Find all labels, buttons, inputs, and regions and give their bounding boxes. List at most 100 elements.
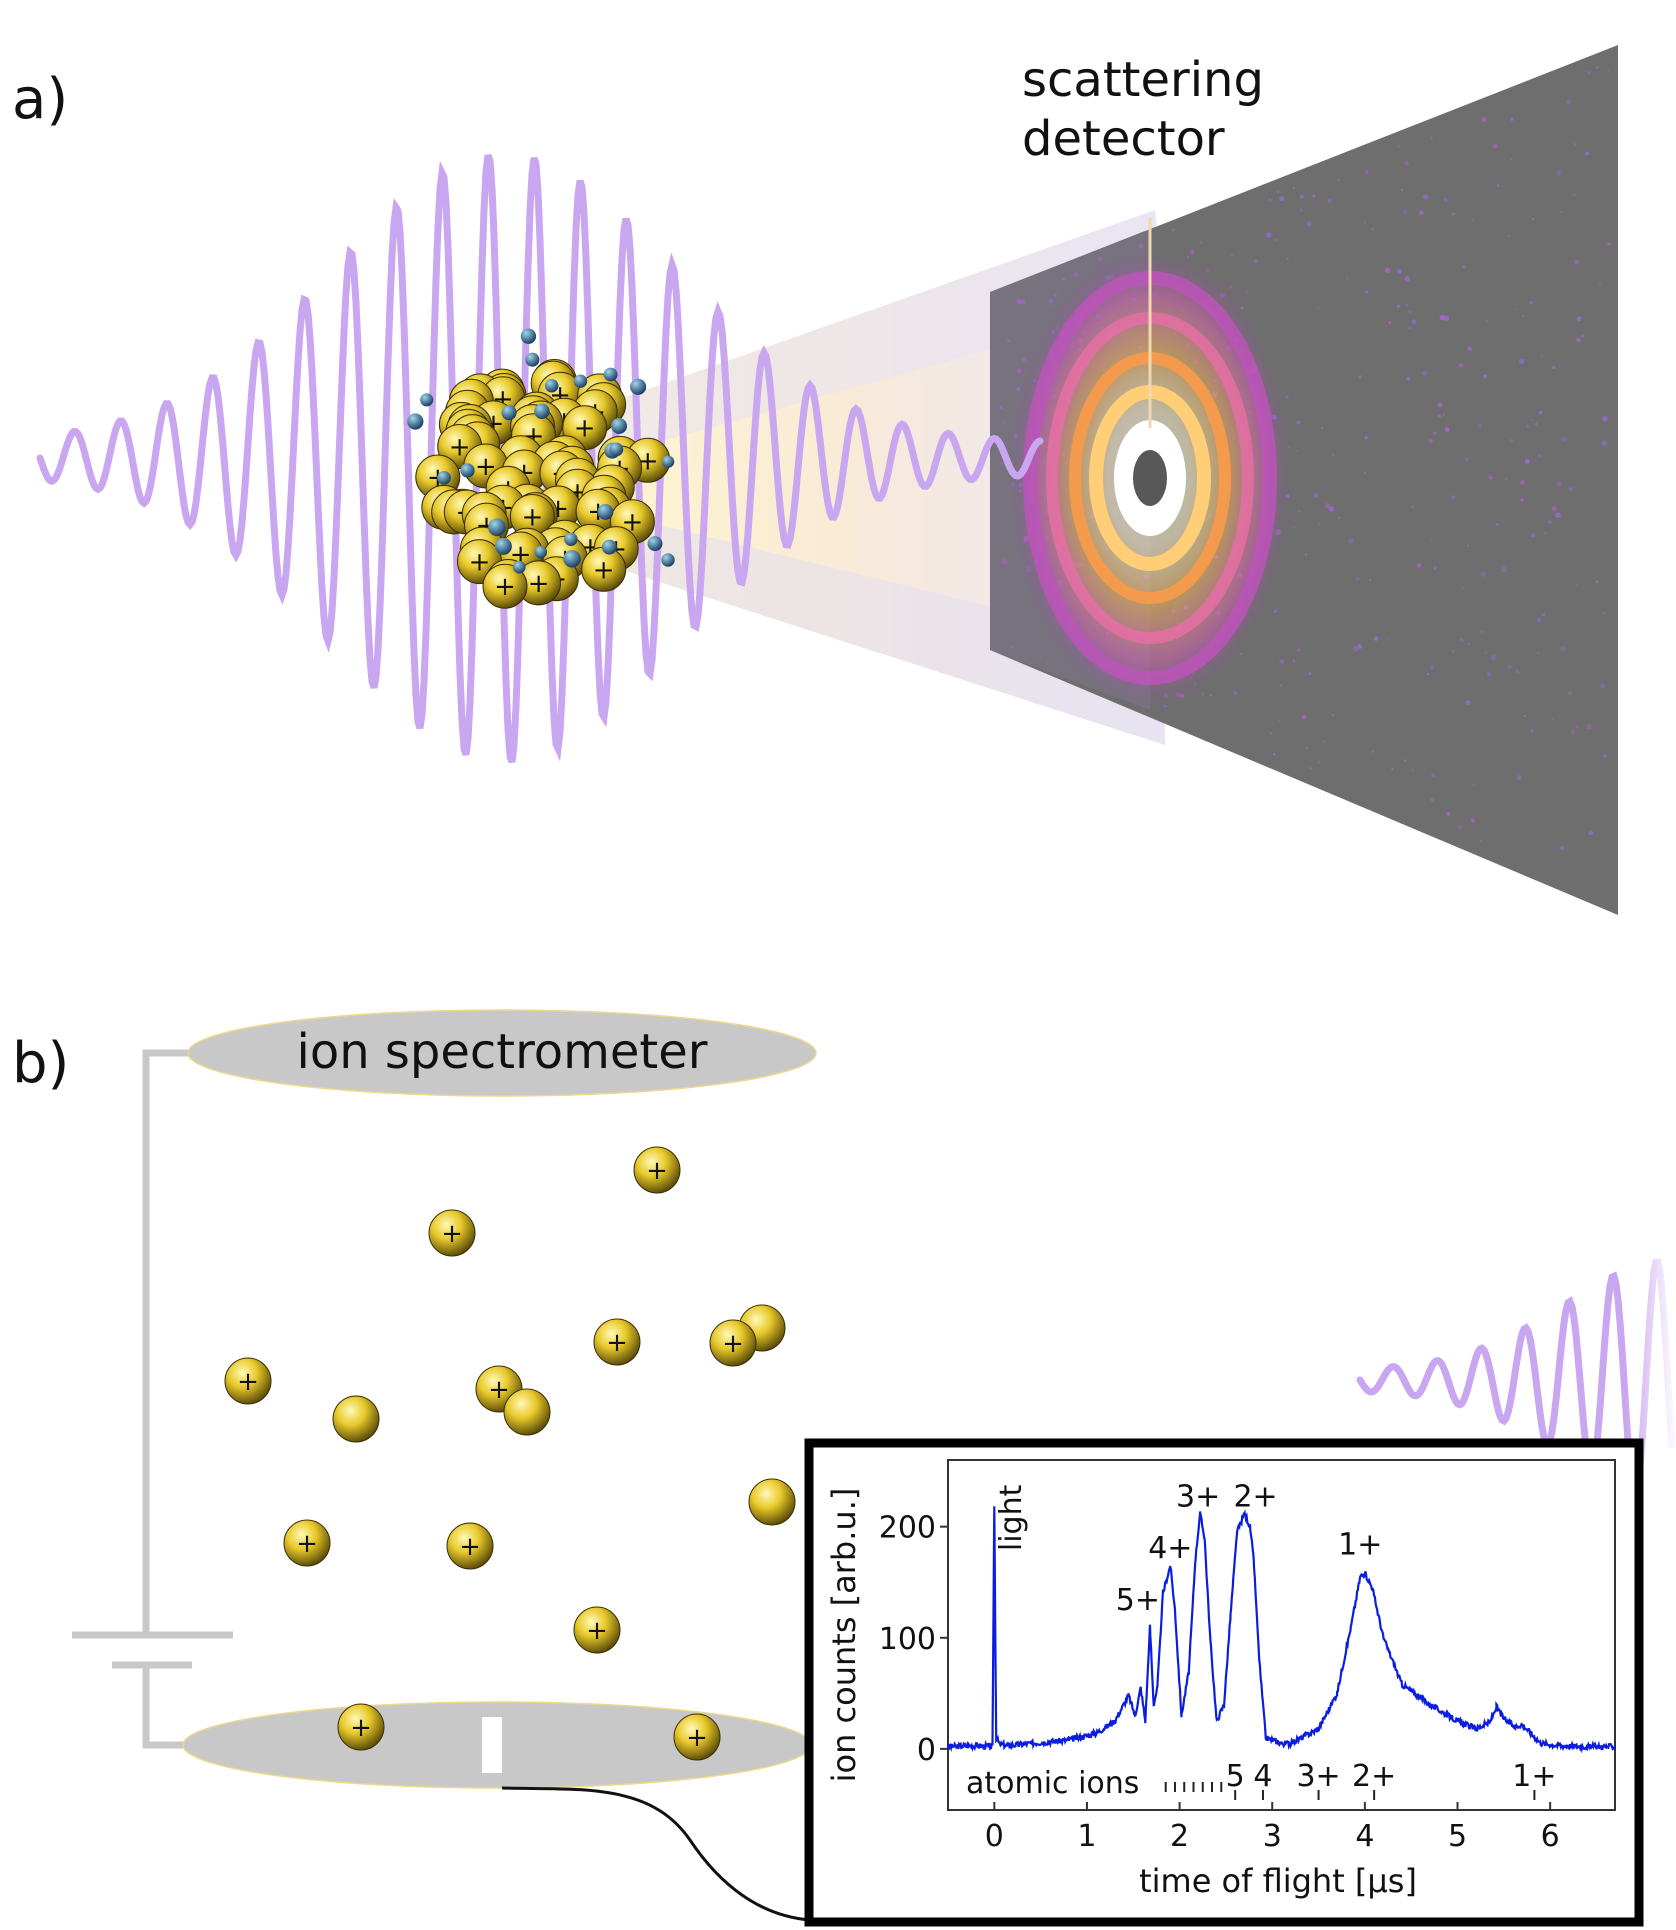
speckle-dot <box>1471 219 1475 222</box>
speckle-dot <box>1464 457 1469 462</box>
speckle-dot <box>1556 170 1561 175</box>
electron <box>601 539 617 555</box>
speckle-dot <box>1416 563 1422 568</box>
speckle-dot <box>1374 636 1379 641</box>
speckle-dot <box>1312 194 1316 198</box>
speckle-dot <box>1585 151 1589 156</box>
speckle-dot <box>1603 754 1607 758</box>
speckle-dot <box>1488 475 1493 480</box>
speckle-dot <box>1209 694 1213 697</box>
speckle-dot <box>1505 477 1508 480</box>
speckle-dot <box>1495 522 1499 526</box>
svg-text:+: + <box>441 1219 463 1249</box>
speckle-dot <box>1328 506 1335 512</box>
speckle-dot <box>1016 368 1022 374</box>
xray-pulse-wave <box>36 153 1044 764</box>
speckle-dot <box>1371 750 1374 753</box>
speckle-dot <box>1325 502 1331 509</box>
electron <box>629 378 647 395</box>
electron <box>544 378 559 393</box>
speckle-dot <box>1439 314 1446 321</box>
speckle-dot <box>1501 566 1507 573</box>
speckle-dot <box>1363 471 1367 475</box>
speckle-dot <box>1444 427 1450 433</box>
speckle-dot <box>1462 265 1466 269</box>
speckle-dot <box>1588 830 1594 836</box>
speckle-dot <box>1607 242 1611 246</box>
svg-text:+: + <box>586 1616 608 1646</box>
svg-text:+: + <box>528 569 550 599</box>
speckle-dot <box>1568 487 1573 492</box>
peak-annotation: 2+ <box>1233 1480 1277 1515</box>
x-tick-label: 3 <box>1263 1819 1282 1854</box>
speckle-dot <box>1565 99 1571 105</box>
electron <box>564 532 578 547</box>
svg-text:+: + <box>449 433 471 463</box>
speckle-dot <box>1521 314 1525 318</box>
speckle-dot <box>1509 439 1514 443</box>
speckle-dot <box>1397 269 1402 274</box>
speckle-dot <box>1010 645 1013 649</box>
speckle-dot <box>1461 587 1465 590</box>
speckle-dot <box>1451 650 1455 653</box>
electron <box>534 403 550 420</box>
speckle-dot <box>1486 671 1492 677</box>
speckle-dot <box>1547 520 1552 524</box>
speckle-dot <box>1551 717 1554 720</box>
speckle-dot <box>1602 416 1608 422</box>
speckle-dot <box>1540 355 1544 358</box>
speckle-dot <box>1396 304 1401 309</box>
speckle-dot <box>1229 285 1233 289</box>
speckle-dot <box>1190 249 1195 254</box>
electron <box>609 442 624 457</box>
speckle-dot <box>1411 319 1417 325</box>
plot-area <box>947 1459 1616 1811</box>
speckle-dot <box>1048 298 1054 304</box>
speckle-dot <box>1384 267 1391 274</box>
ion: + <box>224 1357 272 1405</box>
electron <box>494 537 512 555</box>
ion: + <box>573 1606 621 1654</box>
spectrometer-circuit <box>72 1049 233 1749</box>
speckle-dot <box>1576 316 1582 322</box>
speckle-dot <box>1572 193 1576 197</box>
electron <box>488 518 506 537</box>
speckle-dot <box>1431 773 1436 778</box>
atomic-ion-label: 2+ <box>1352 1759 1396 1794</box>
speckle-dot <box>1529 300 1533 305</box>
y-axis-label: ion counts [arb.u.] <box>825 1488 863 1783</box>
svg-text:+: + <box>686 1723 708 1753</box>
speckle-dot <box>1535 422 1538 426</box>
ion <box>332 1395 380 1443</box>
peak-annotation: light <box>994 1484 1029 1551</box>
speckle-dot <box>1199 241 1202 244</box>
speckle-dot <box>1368 579 1372 582</box>
speckle-dot <box>1402 209 1408 215</box>
speckle-dot <box>1433 431 1437 435</box>
electron <box>437 471 451 485</box>
speckle-dot <box>1298 510 1301 513</box>
speckle-dot <box>1313 493 1319 498</box>
speckle-dot <box>1559 845 1565 851</box>
svg-text:+: + <box>574 414 596 444</box>
atomic-ions-label: atomic ions <box>966 1766 1139 1801</box>
speckle-dot <box>1371 227 1375 231</box>
speckle-dot <box>1317 760 1321 764</box>
speckle-dot <box>1570 729 1576 735</box>
speckle-dot <box>1467 544 1470 547</box>
speckle-dot <box>1244 290 1249 294</box>
peak-annotation: 3+ <box>1176 1480 1220 1515</box>
speckle-dot <box>1398 145 1401 148</box>
speckle-dot <box>1346 277 1349 280</box>
speckle-dot <box>1470 818 1475 823</box>
circuit-wire-bottom <box>142 1665 190 1749</box>
speckle-dot <box>1364 435 1368 440</box>
electron <box>520 328 537 344</box>
speckle-dot <box>1405 303 1408 307</box>
x-tick-label: 5 <box>1448 1819 1467 1854</box>
atomic-ion-label: 4 <box>1253 1759 1272 1794</box>
speckle-dot <box>1481 117 1487 122</box>
speckle-dot <box>1049 303 1052 307</box>
speckle-dot <box>1532 217 1535 220</box>
